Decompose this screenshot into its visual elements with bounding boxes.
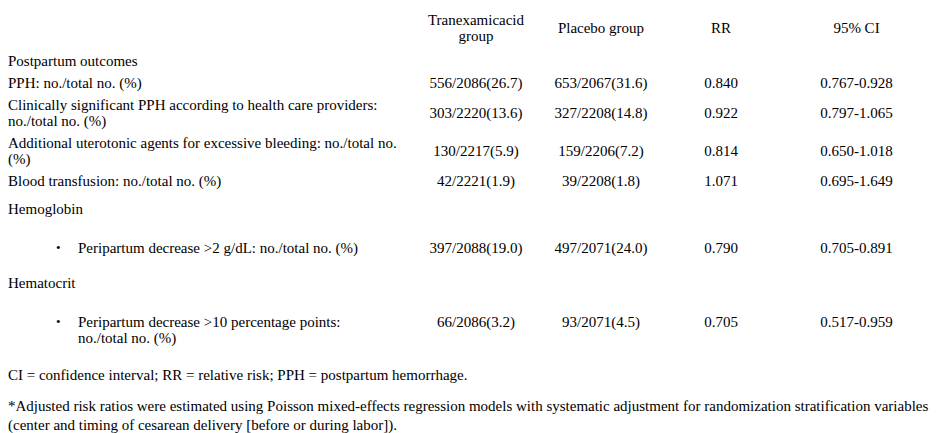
empty-cell <box>415 192 537 220</box>
rr-value: 0.790 <box>665 220 777 272</box>
row-label: Clinically significant PPH according to … <box>8 94 415 132</box>
placebo-value: 159/2206(7.2) <box>537 132 665 170</box>
empty-cell <box>777 272 936 294</box>
tranexamic-value: 556/2086(26.7) <box>415 72 537 94</box>
bullet-icon: • <box>56 240 66 256</box>
table-row-blood-transfusion: Blood transfusion: no./total no. (%) 42/… <box>8 170 936 192</box>
table-row-uterotonic-agents: Additional uterotonic agents for excessi… <box>8 132 936 170</box>
column-header-rr: RR <box>665 6 777 50</box>
footnote-adjustment: *Adjusted risk ratios were estimated usi… <box>8 397 936 433</box>
ci-value: 0.650-1.018 <box>777 132 936 170</box>
column-header-placebo-group: Placebo group <box>537 6 665 50</box>
row-label: PPH: no./total no. (%) <box>8 72 415 94</box>
bullet-list-item: • Peripartum decrease >2 g/dL: no./total… <box>56 240 415 256</box>
placebo-value: 39/2208(1.8) <box>537 170 665 192</box>
ci-value: 0.797-1.065 <box>777 94 936 132</box>
row-label: Peripartum decrease >2 g/dL: no./total n… <box>78 240 358 256</box>
tranexamic-value: 303/2220(13.6) <box>415 94 537 132</box>
section-label: Hematocrit <box>8 272 415 294</box>
ci-value: 0.695-1.649 <box>777 170 936 192</box>
empty-cell <box>665 192 777 220</box>
rr-value: 0.814 <box>665 132 777 170</box>
empty-cell <box>777 50 936 72</box>
section-row-hematocrit: Hematocrit <box>8 272 936 294</box>
empty-cell <box>415 50 537 72</box>
ci-value: 0.705-0.891 <box>777 220 936 272</box>
outcomes-table: Tranexamicacid group Placebo group RR 95… <box>8 6 936 349</box>
empty-cell <box>665 272 777 294</box>
section-row-postpartum-outcomes: Postpartum outcomes <box>8 50 936 72</box>
section-row-hemoglobin: Hemoglobin <box>8 192 936 220</box>
empty-cell <box>415 272 537 294</box>
bullet-icon: • <box>56 314 66 330</box>
empty-cell <box>537 272 665 294</box>
table-row-hematocrit-decrease: • Peripartum decrease >10 percentage poi… <box>8 294 936 349</box>
row-label: Additional uterotonic agents for excessi… <box>8 132 415 170</box>
table-row-clinically-significant-pph: Clinically significant PPH according to … <box>8 94 936 132</box>
rr-value: 1.071 <box>665 170 777 192</box>
column-header-tranexamic-group: Tranexamicacid group <box>415 6 537 50</box>
row-label: Blood transfusion: no./total no. (%) <box>8 170 415 192</box>
rr-value: 0.705 <box>665 294 777 349</box>
placebo-value: 327/2208(14.8) <box>537 94 665 132</box>
column-header-ci: 95% CI <box>777 6 936 50</box>
empty-cell <box>777 192 936 220</box>
placebo-value: 93/2071(4.5) <box>537 294 665 349</box>
bullet-list-item: • Peripartum decrease >10 percentage poi… <box>56 314 415 346</box>
ci-value: 0.767-0.928 <box>777 72 936 94</box>
footnote-abbreviations: CI = confidence interval; RR = relative … <box>8 367 936 383</box>
placebo-value: 497/2071(24.0) <box>537 220 665 272</box>
table-header-row: Tranexamicacid group Placebo group RR 95… <box>8 6 936 50</box>
row-label: Peripartum decrease >10 percentage point… <box>78 314 378 346</box>
tranexamic-value: 397/2088(19.0) <box>415 220 537 272</box>
footnotes-section: CI = confidence interval; RR = relative … <box>8 367 936 433</box>
tranexamic-value: 42/2221(1.9) <box>415 170 537 192</box>
tranexamic-value: 130/2217(5.9) <box>415 132 537 170</box>
section-label: Hemoglobin <box>8 192 415 220</box>
column-header-empty <box>8 6 415 50</box>
section-label: Postpartum outcomes <box>8 50 415 72</box>
ci-value: 0.517-0.959 <box>777 294 936 349</box>
table-row-pph: PPH: no./total no. (%) 556/2086(26.7) 65… <box>8 72 936 94</box>
table-row-hemoglobin-decrease: • Peripartum decrease >2 g/dL: no./total… <box>8 220 936 272</box>
tranexamic-value: 66/2086(3.2) <box>415 294 537 349</box>
rr-value: 0.840 <box>665 72 777 94</box>
empty-cell <box>665 50 777 72</box>
empty-cell <box>537 192 665 220</box>
empty-cell <box>537 50 665 72</box>
placebo-value: 653/2067(31.6) <box>537 72 665 94</box>
paper-table-page: Tranexamicacid group Placebo group RR 95… <box>0 0 936 433</box>
rr-value: 0.922 <box>665 94 777 132</box>
